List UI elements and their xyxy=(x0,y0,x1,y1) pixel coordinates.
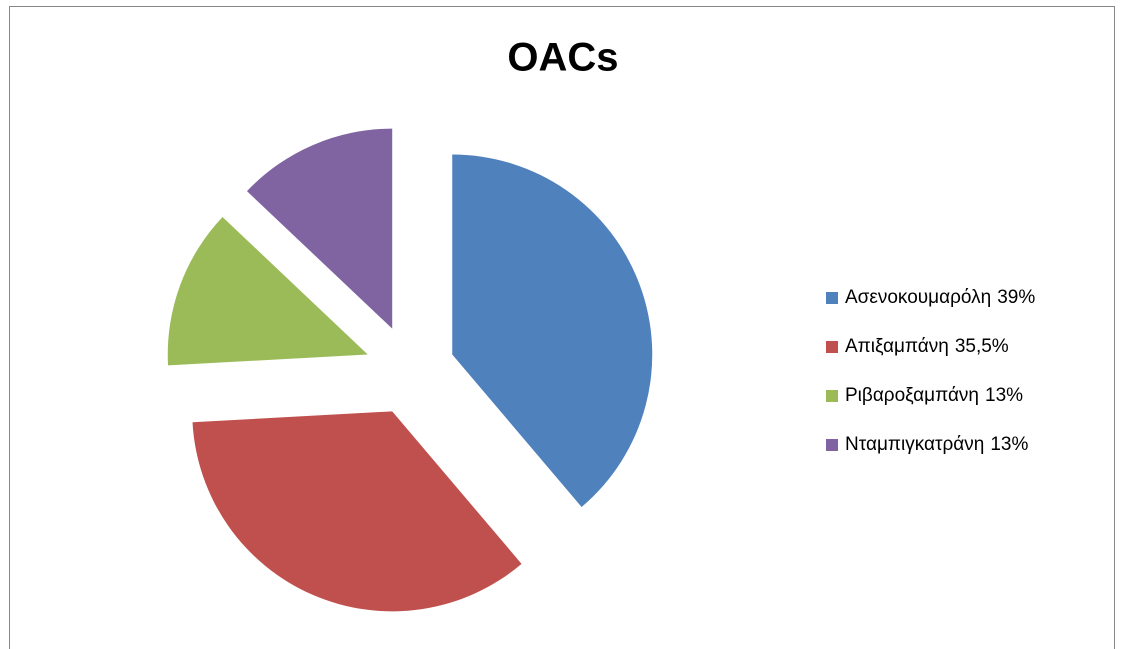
legend-label: Νταμπιγκατράνη 13% xyxy=(845,434,1028,455)
legend-label: Ριβαροξαμπάνη 13% xyxy=(845,385,1023,406)
legend-swatch xyxy=(826,292,838,304)
legend-name: Ασενοκουμαρόλη xyxy=(845,287,991,308)
pie-slice xyxy=(246,128,393,329)
legend-label: Ασενοκουμαρόλη 39% xyxy=(845,287,1035,308)
pie-slice xyxy=(452,154,653,508)
legend-swatch xyxy=(826,341,838,353)
legend-value: 13% xyxy=(985,385,1023,406)
pie-slice xyxy=(167,216,368,366)
chart-title: OACs xyxy=(507,36,618,80)
legend-name: Νταμπιγκατράνη xyxy=(845,434,984,455)
legend-swatch xyxy=(826,390,838,402)
legend-name: Απιξαμπάνη xyxy=(845,336,949,357)
legend-value: 35,5% xyxy=(955,336,1009,357)
legend-swatch xyxy=(826,439,838,451)
legend-value: 13% xyxy=(990,434,1028,455)
pie-slice xyxy=(192,411,522,612)
legend-label: Απιξαμπάνη 35,5% xyxy=(845,336,1009,357)
legend-name: Ριβαροξαμπάνη xyxy=(845,385,979,406)
legend-value: 39% xyxy=(997,287,1035,308)
